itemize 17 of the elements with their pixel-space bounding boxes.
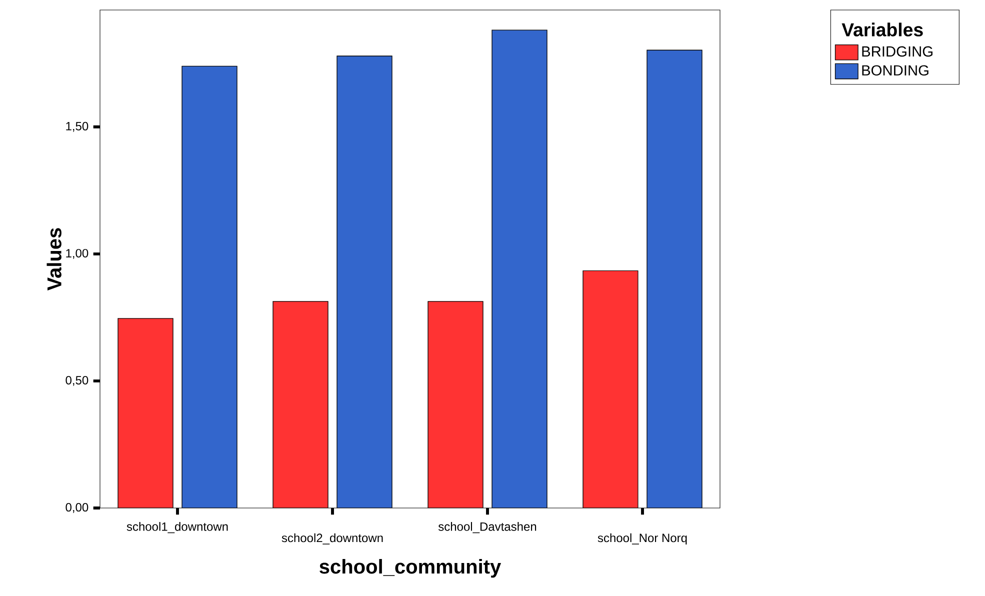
legend-label: BRIDGING — [862, 46, 932, 57]
bar — [118, 318, 174, 508]
bar — [582, 270, 638, 508]
bar — [272, 301, 328, 508]
y-tick-label: 0,00 — [66, 503, 88, 513]
y-tick-label: 0,50 — [66, 376, 88, 386]
x-tick-label: school_Nor Norq — [598, 533, 687, 545]
x-tick-label: school2_downtown — [282, 533, 383, 544]
x-axis-title: school_community — [320, 559, 502, 578]
legend-title: Variables — [842, 22, 923, 36]
x-tick-label: school1_downtown — [126, 522, 228, 534]
y-tick-label: 1,00 — [66, 248, 88, 259]
bar — [428, 301, 484, 508]
y-axis-title: Values — [46, 228, 62, 291]
y-tick-label: 1,50 — [66, 122, 88, 132]
x-tick-label: school_Davtashen — [438, 522, 536, 534]
legend-label: BONDING — [862, 65, 928, 76]
